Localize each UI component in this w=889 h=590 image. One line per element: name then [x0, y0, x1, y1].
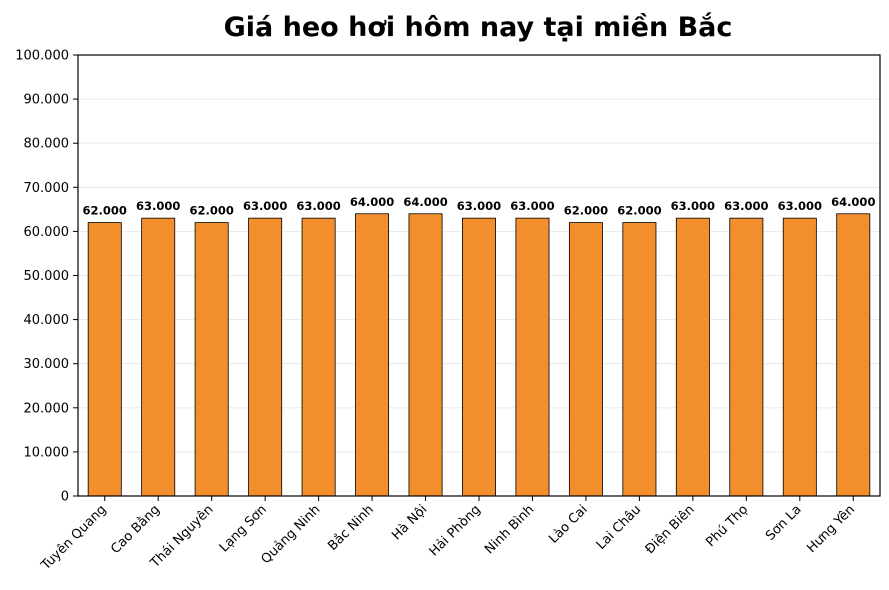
data-label: 63.000: [724, 199, 768, 213]
x-tick-label: Lạng Sơn: [217, 502, 270, 555]
bar: [729, 217, 764, 497]
x-tick-label: Hà Nội: [389, 502, 430, 543]
data-label: 63.000: [296, 199, 340, 213]
data-label: 62.000: [189, 204, 233, 218]
x-tick-label: Phú Thọ: [703, 502, 751, 550]
y-tick-label: 40.000: [24, 313, 70, 328]
data-label: 64.000: [403, 195, 447, 209]
bar: [675, 217, 710, 497]
x-tick-label: Hưng Yên: [804, 502, 858, 556]
plot-frame: [77, 54, 881, 497]
data-label: 63.000: [243, 199, 287, 213]
y-tick-label: 60.000: [24, 225, 70, 240]
data-label: 63.000: [510, 199, 554, 213]
bars: [87, 213, 871, 497]
y-tick-label: 100.000: [15, 49, 69, 64]
y-axis: 0 10.000 20.000 30.000 40.000 50.000 60.000 70.…: [15, 49, 78, 505]
x-tick-label: Ninh Bình: [482, 502, 537, 557]
bar: [568, 222, 603, 497]
data-label: 64.000: [831, 195, 875, 209]
data-label: 62.000: [83, 204, 127, 218]
bar: [622, 222, 657, 497]
bar: [141, 217, 176, 497]
bar: [301, 217, 336, 497]
bar: [87, 222, 122, 497]
data-label: 63.000: [671, 199, 715, 213]
bar: [515, 217, 550, 497]
data-label: 62.000: [564, 204, 608, 218]
x-tick-label: Lào Cai: [546, 502, 591, 547]
data-label: 63.000: [136, 199, 180, 213]
y-tick-label: 10.000: [24, 445, 70, 460]
x-tick-label: Lai Châu: [594, 502, 645, 553]
chart-title: Giá heo hơi hôm nay tại miền Bắc: [224, 12, 733, 43]
x-tick-label: Sơn La: [763, 502, 805, 544]
bar: [355, 213, 390, 497]
x-tick-label: Tuyên Quang: [38, 502, 110, 574]
y-tick-label: 0: [61, 490, 69, 505]
y-tick-label: 20.000: [24, 401, 70, 416]
y-tick-label: 80.000: [24, 137, 70, 152]
data-labels: 62.000 63.000 62.000 63.000 63.000 64.000 64.0…: [83, 195, 876, 218]
bar: [248, 217, 283, 497]
data-label: 62.000: [617, 204, 661, 218]
data-label: 63.000: [778, 199, 822, 213]
bar: [836, 213, 871, 497]
bar: [408, 213, 443, 497]
bar: [194, 222, 229, 497]
x-tick-label: Bắc Ninh: [325, 502, 377, 554]
bar: [462, 217, 496, 497]
y-tick-label: 70.000: [24, 181, 70, 196]
y-tick-label: 30.000: [24, 357, 70, 372]
x-tick-label: Cao Bằng: [108, 502, 163, 557]
data-label: 63.000: [457, 199, 501, 213]
data-label: 64.000: [350, 195, 394, 209]
x-tick-label: Điện Biên: [643, 502, 698, 557]
y-tick-label: 50.000: [24, 269, 70, 284]
x-tick-label: Hải Phòng: [427, 502, 484, 559]
bar: [782, 217, 817, 497]
y-tick-label: 90.000: [24, 93, 70, 108]
